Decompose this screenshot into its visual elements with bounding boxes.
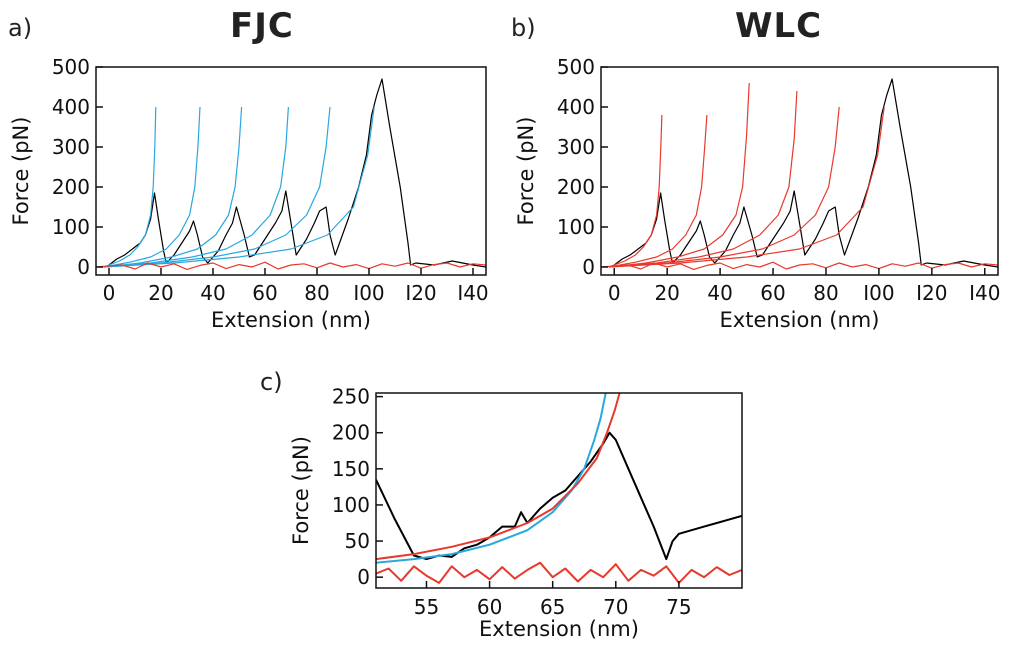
chart-a-series-4 — [103, 106, 289, 268]
panel-b-title: WLC — [735, 6, 823, 46]
panel-b: b) WLC 0 20 40 60 80 I00 I20 I40 0 100 200 300 400 50… — [505, 0, 1005, 340]
chart-b-xtick-label-6: I20 — [916, 281, 947, 305]
chart-b-ytick-label-1: 100 — [557, 215, 595, 239]
chart-a-series-6 — [103, 106, 375, 268]
chart-c-ytick-label-5: 250 — [332, 385, 370, 409]
chart-a-ytick-label-3: 300 — [52, 135, 90, 159]
chart-b-xtick-label-5: I00 — [863, 281, 894, 305]
chart-a-ytick-label-1: 100 — [52, 215, 90, 239]
chart-a-ytick-label-0: 0 — [77, 255, 90, 279]
chart-c-xtick-label-2: 65 — [540, 595, 565, 619]
chart-b-series-group — [601, 78, 998, 270]
chart-b-xtick-label-2: 40 — [707, 281, 732, 305]
chart-a-xtick-label-2: 40 — [200, 281, 225, 305]
chart-c-ytick-label-2: 100 — [332, 493, 370, 517]
chart-a-frame — [95, 66, 487, 276]
chart-a-series-3 — [103, 106, 243, 268]
chart-a-series-5 — [103, 106, 331, 268]
chart-b-frame — [600, 66, 999, 276]
chart-c-xtick-label-3: 70 — [603, 595, 628, 619]
chart-c: 55 60 65 70 75 0 50 100 150 200 250 Extension (nm) F… — [289, 385, 743, 641]
chart-c-series-2 — [376, 393, 621, 561]
panel-a-label: a) — [8, 14, 33, 42]
chart-a-xtick-label-7: I40 — [457, 281, 488, 305]
chart-b-xtick-label-0: 0 — [608, 281, 621, 305]
chart-c-series-3 — [376, 561, 742, 584]
chart-a-series-7 — [96, 261, 486, 270]
chart-c-ytick-label-3: 150 — [332, 457, 370, 481]
panel-b-label: b) — [511, 14, 536, 42]
chart-a-series-0 — [106, 78, 486, 268]
chart-b-series-7 — [601, 261, 998, 270]
chart-a-xtick-label-1: 20 — [148, 281, 173, 305]
chart-b-xtick-label-7: I40 — [969, 281, 1000, 305]
chart-b-ytick-label-2: 200 — [557, 175, 595, 199]
chart-b-xtick-label-3: 60 — [760, 281, 785, 305]
chart-b-series-0 — [611, 78, 998, 268]
panel-a-title: FJC — [230, 6, 294, 46]
panel-c-label: c) — [260, 368, 283, 396]
chart-b-y-axis-label: Force (pN) — [514, 117, 538, 226]
chart-a-ytick-label-2: 200 — [52, 175, 90, 199]
chart-b-x-axis-label: Extension (nm) — [720, 308, 880, 332]
chart-a-ytick-label-5: 500 — [52, 55, 90, 79]
chart-c-series-1 — [376, 393, 607, 564]
chart-b-series-4 — [608, 90, 798, 268]
chart-a: 0 20 40 60 80 I00 I20 I40 0 100 200 300 400 500 Extens… — [9, 55, 489, 332]
chart-c-frame — [375, 392, 743, 589]
chart-b-ytick-label-0: 0 — [582, 255, 595, 279]
chart-b-series-5 — [608, 106, 840, 268]
panel-c: c) 55 60 65 70 75 0 50 100 150 200 250 Extension (n… — [240, 360, 760, 650]
chart-b-series-1 — [608, 114, 663, 268]
chart-a-xtick-label-3: 60 — [252, 281, 277, 305]
chart-a-xtick-label-4: 80 — [304, 281, 329, 305]
chart-a-xtick-label-5: I00 — [353, 281, 384, 305]
chart-c-xtick-label-1: 60 — [477, 595, 502, 619]
chart-a-x-axis-label: Extension (nm) — [211, 308, 371, 332]
chart-b-series-6 — [608, 106, 885, 268]
chart-a-series-group — [96, 78, 486, 270]
chart-b: 0 20 40 60 80 I00 I20 I40 0 100 200 300 400 500 Extens… — [514, 55, 1000, 332]
chart-b-ytick-label-5: 500 — [557, 55, 595, 79]
chart-c-ytick-label-4: 200 — [332, 421, 370, 445]
chart-a-ytick-label-4: 400 — [52, 95, 90, 119]
chart-b-ytick-label-4: 400 — [557, 95, 595, 119]
chart-a-series-1 — [103, 106, 157, 268]
chart-c-xtick-label-0: 55 — [414, 595, 439, 619]
chart-b-ytick-label-3: 300 — [557, 135, 595, 159]
chart-c-xtick-label-4: 75 — [666, 595, 691, 619]
chart-a-xtick-label-6: I20 — [405, 281, 436, 305]
chart-c-series-0 — [376, 431, 742, 561]
chart-c-y-axis-label: Force (pN) — [289, 436, 313, 545]
panel-a: a) FJC 0 20 40 60 80 I00 I20 I40 0 100 200 300 400 50… — [0, 0, 500, 340]
chart-c-ytick-label-0: 0 — [357, 565, 370, 589]
chart-a-series-2 — [103, 106, 201, 268]
chart-a-y-axis-label: Force (pN) — [9, 117, 33, 226]
chart-b-xtick-label-4: 80 — [813, 281, 838, 305]
chart-a-xtick-label-0: 0 — [103, 281, 116, 305]
chart-c-series-group — [376, 393, 742, 584]
chart-c-ytick-label-1: 50 — [345, 529, 370, 553]
chart-c-x-axis-label: Extension (nm) — [479, 617, 639, 641]
chart-b-series-3 — [608, 82, 750, 268]
chart-b-xtick-label-1: 20 — [654, 281, 679, 305]
chart-b-series-2 — [608, 114, 708, 268]
